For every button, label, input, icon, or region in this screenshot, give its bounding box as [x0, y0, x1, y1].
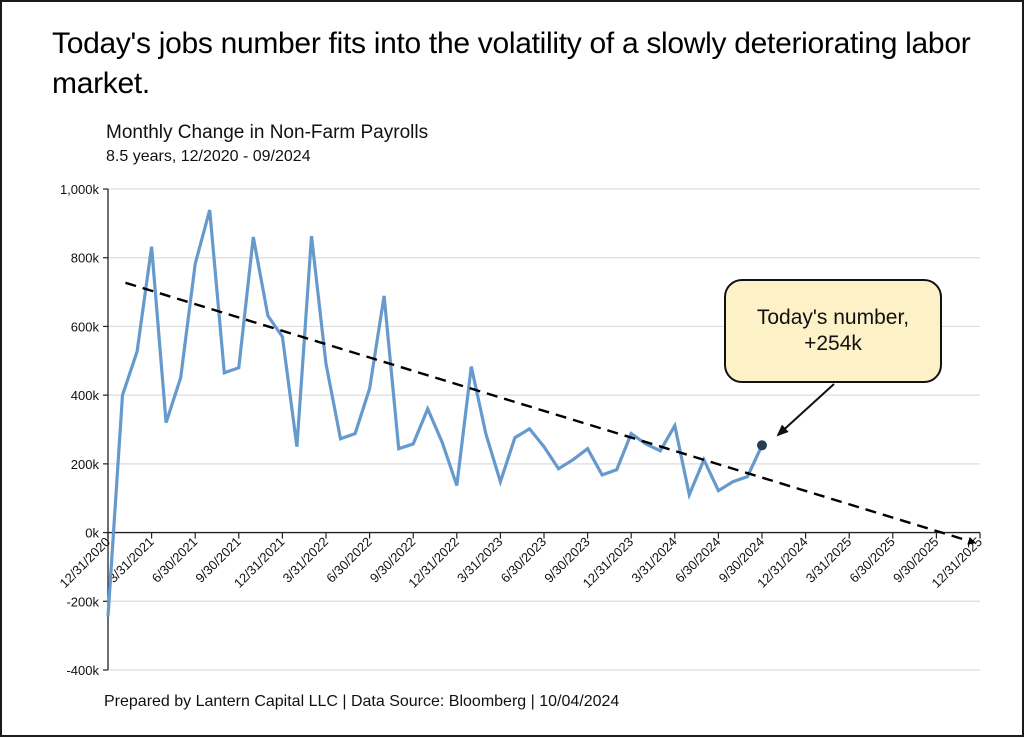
chart-title: Monthly Change in Non-Farm Payrolls	[106, 122, 429, 143]
x-tick-label: 12/31/2020	[56, 534, 113, 591]
gridlines	[108, 188, 980, 671]
x-tick-label: 6/30/2023	[498, 534, 550, 586]
x-tick-label: 3/31/2022	[280, 534, 332, 586]
y-tick-label: 800k	[71, 251, 100, 266]
x-tick-label: 6/30/2022	[323, 534, 375, 586]
annotation-group	[757, 383, 835, 451]
callout-line-1: Today's number,	[756, 306, 910, 329]
chart-subtitle: 8.5 years, 12/2020 - 09/2024	[106, 148, 311, 165]
trend-line	[125, 281, 977, 545]
trend-group	[125, 281, 977, 545]
x-tick-label: 6/30/2024	[672, 534, 724, 586]
x-tick-label: 6/30/2021	[149, 534, 201, 586]
y-tick-label: 200k	[71, 457, 100, 472]
highlight-point	[757, 440, 767, 451]
x-axis: 12/31/20203/31/20216/30/20219/30/202112/…	[56, 531, 985, 591]
series-line	[106, 209, 764, 617]
callout-line-2: +254k	[804, 332, 862, 355]
x-tick-label: 3/31/2023	[454, 534, 506, 586]
footer-source: Prepared by Lantern Capital LLC | Data S…	[104, 693, 620, 710]
callout-box: Today's number, +254k	[724, 279, 942, 383]
y-tick-label: 0k	[85, 526, 99, 541]
y-tick-label: 400k	[71, 388, 100, 403]
y-axis: -400k -200k 0k 200k 400k 600k 800k 1,000k	[60, 182, 109, 678]
x-tick-label: 3/31/2025	[803, 534, 855, 586]
y-tick-label: -200k	[66, 594, 99, 609]
y-tick-label: 600k	[71, 319, 100, 334]
headline: Today's jobs number fits into the volati…	[52, 27, 971, 100]
callout-arrow	[776, 383, 835, 437]
y-tick-label: 1,000k	[60, 182, 100, 197]
x-tick-label: 3/31/2024	[628, 534, 680, 586]
x-tick-label: 6/30/2025	[846, 534, 898, 586]
series-group	[106, 209, 764, 617]
y-tick-label: -400k	[66, 663, 99, 678]
